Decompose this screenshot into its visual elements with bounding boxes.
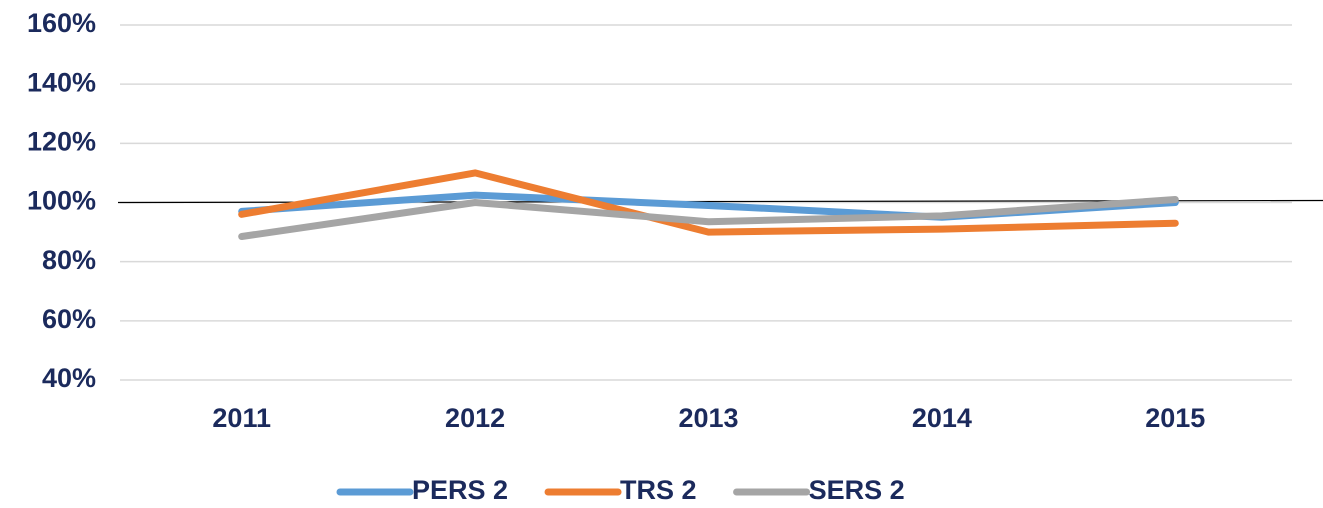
y-tick-label: 120%	[27, 126, 96, 156]
y-tick-label: 40%	[42, 363, 96, 393]
y-tick-label: 160%	[27, 8, 96, 38]
legend-label: TRS 2	[620, 475, 697, 505]
x-tick-label: 2015	[1145, 403, 1205, 433]
x-tick-label: 2011	[212, 403, 271, 433]
x-tick-label: 2013	[678, 403, 738, 433]
x-tick-label: 2012	[445, 403, 505, 433]
series-line	[238, 169, 1179, 236]
y-tick-label: 80%	[42, 245, 96, 275]
y-tick-label: 140%	[27, 67, 96, 97]
y-tick-label: 60%	[42, 304, 96, 334]
legend-label: SERS 2	[809, 475, 905, 505]
series-line	[238, 196, 1179, 241]
x-tick-label: 2014	[912, 403, 972, 433]
legend-label: PERS 2	[412, 475, 508, 505]
y-tick-label: 100%	[27, 186, 96, 216]
